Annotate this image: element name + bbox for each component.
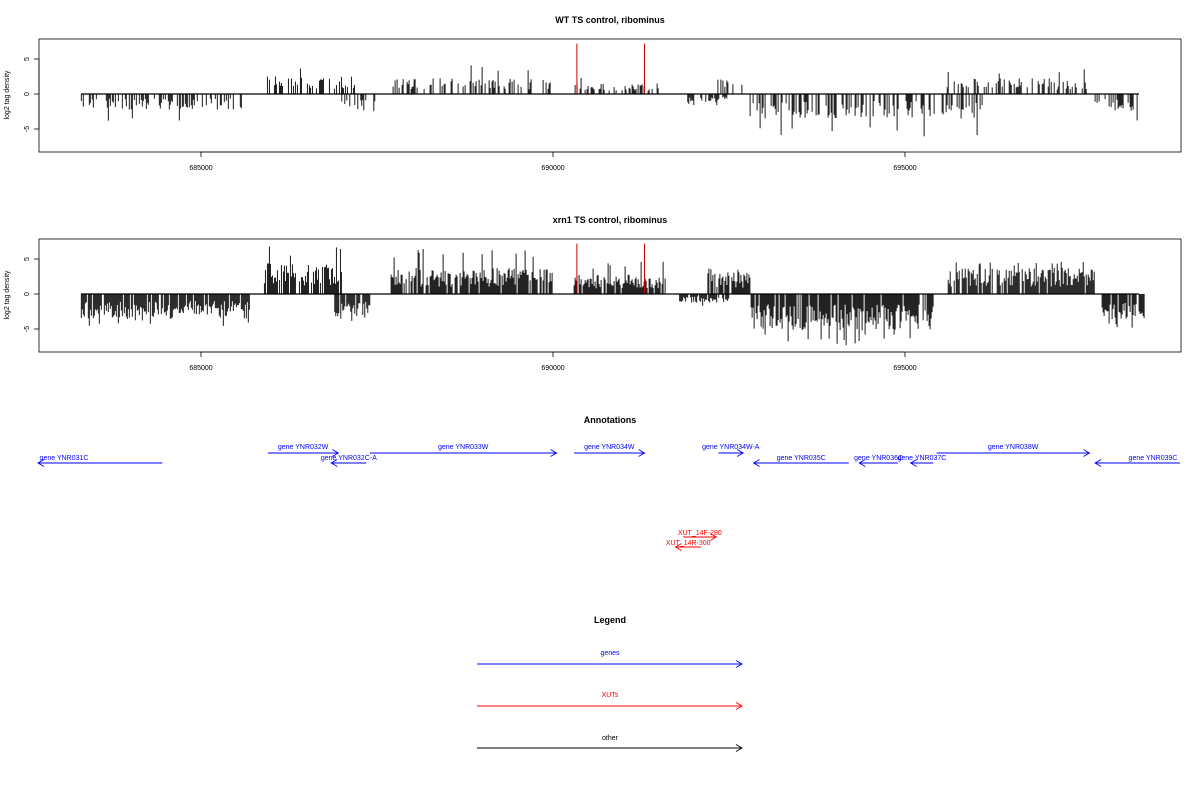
xrn1-x-tick-label: 695000 [893,365,916,372]
wt-y-axis: 5 0 -5 [24,57,40,132]
wt-y-tick-label: 0 [24,92,31,96]
legend-item-other: other [477,735,743,752]
wt-x-tick-label: 690000 [541,165,564,172]
gene-arrowhead [330,459,338,467]
xut-label: XUT_14F-280 [678,530,722,537]
wt-x-tick-label: 695000 [893,165,916,172]
gene-arrowhead [1094,459,1102,467]
legend-label-genes: genes [600,650,620,657]
xrn1-y-axis: 5 0 -5 [24,257,40,332]
gene-label: gene YNR032W [278,444,329,451]
xrn1-x-tick-label: 685000 [189,365,212,372]
gene-label: gene YNR031C [40,455,89,462]
legend-item-genes: genes [477,650,743,668]
legend-label-xuts: XUTs [602,692,619,699]
xut-arrowhead [710,533,718,541]
wt-panel-title: WT TS control, ribominus [555,15,665,25]
gene-label: gene YNR034W-A [702,444,760,451]
xrn1-y-tick-label: -5 [24,326,31,332]
wt-x-axis: 685000 690000 695000 [189,151,917,172]
legend-label-other: other [602,735,619,742]
gene-arrowhead [752,459,760,467]
xrn1-panel-title: xrn1 TS control, ribominus [553,215,668,225]
legend-item-xuts: XUTs [477,692,743,710]
gene-arrows-group: gene YNR031C gene YNR032W gene YNR032C-A ge… [37,444,1180,467]
wt-panel: WT TS control, ribominus log2 tag densit… [4,15,1182,172]
xut-arrows-group: XUT_14F-280 XUT_14R-300 [666,530,722,551]
legend-arrowhead-xuts [735,702,743,710]
gene-arrowhead [1083,449,1091,457]
xrn1-y-tick-label: 0 [24,292,31,296]
gene-label: gene YNR036C [854,455,903,462]
gene-arrowhead [736,449,744,457]
gene-label: gene YNR035C [777,455,826,462]
legend-arrowhead-genes [735,660,743,668]
wt-y-tick-label: 5 [24,57,31,61]
gene-arrowhead [858,459,866,467]
gene-label: gene YNR032C-A [321,455,377,462]
gene-arrowhead [909,459,917,467]
legend-title: Legend [594,615,626,625]
xut-label: XUT_14R-300 [666,540,711,547]
wt-x-tick-label: 685000 [189,165,212,172]
xrn1-x-tick-label: 690000 [541,365,564,372]
xrn1-panel: xrn1 TS control, ribominus log2 tag dens… [4,215,1182,372]
xrn1-bars-group [80,243,1145,346]
legend: Legend genes XUTs other [477,615,743,752]
gene-label: gene YNR034W [584,444,635,451]
gene-label: gene YNR038W [988,444,1039,451]
gene-arrowhead [550,449,558,457]
xrn1-x-axis: 685000 690000 695000 [189,351,917,372]
gene-label: gene YNR039C [1129,455,1178,462]
gene-arrowhead [332,449,340,457]
gene-label: gene YNR037C [897,455,946,462]
gene-label: gene YNR033W [438,444,489,451]
legend-arrowhead-other [735,744,743,752]
wt-bars-group [80,43,1138,137]
xrn1-y-axis-label: log2 tag density [4,270,11,320]
annotations-title: Annotations [584,415,637,425]
wt-y-tick-label: -5 [24,126,31,132]
gene-arrowhead [37,459,45,467]
xrn1-y-tick-label: 5 [24,257,31,261]
wt-y-axis-label: log2 tag density [4,70,11,120]
gene-arrowhead [638,449,646,457]
xut-arrowhead [674,543,682,551]
